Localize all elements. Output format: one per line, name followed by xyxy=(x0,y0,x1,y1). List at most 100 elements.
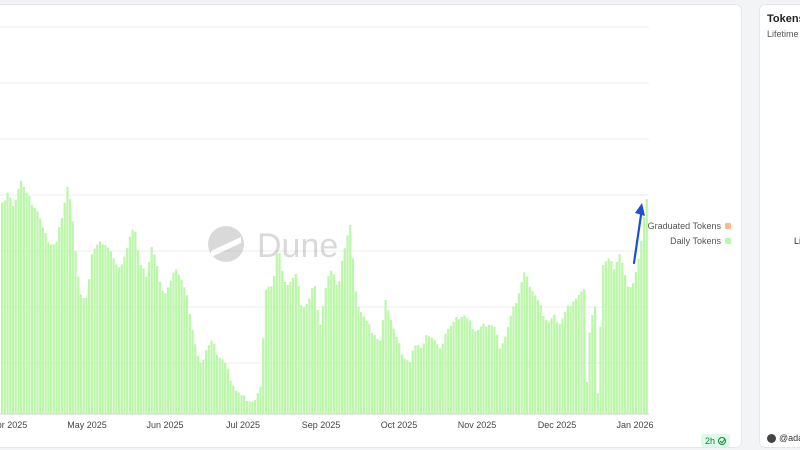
bar xyxy=(191,330,194,414)
bar xyxy=(553,314,556,414)
x-tick-label: May 2025 xyxy=(67,420,107,430)
bar xyxy=(69,199,72,414)
bar xyxy=(308,298,311,414)
bar xyxy=(384,299,387,414)
bar xyxy=(335,284,338,414)
bar xyxy=(588,332,591,414)
x-tick-label: Sep 2025 xyxy=(302,420,341,430)
bar xyxy=(294,274,297,414)
refresh-badge[interactable]: 2h xyxy=(701,434,731,447)
bar xyxy=(327,275,330,414)
bar xyxy=(240,395,243,414)
bar xyxy=(457,319,461,414)
bar xyxy=(468,320,472,414)
bar xyxy=(126,248,129,414)
bar xyxy=(90,254,93,414)
x-tick-label: Nov 2025 xyxy=(458,420,497,430)
bar xyxy=(77,276,80,414)
bar xyxy=(370,332,374,414)
bar xyxy=(487,324,491,414)
bar xyxy=(430,337,433,414)
bar xyxy=(558,323,561,414)
bar xyxy=(82,297,85,414)
bar xyxy=(517,293,520,414)
bar xyxy=(482,323,485,414)
bar xyxy=(379,340,382,414)
bar xyxy=(88,279,91,414)
legend-item-graduated[interactable]: Graduated Tokens xyxy=(648,218,731,233)
bar xyxy=(545,320,548,414)
bar xyxy=(47,242,50,414)
bar xyxy=(640,240,643,414)
bar xyxy=(305,303,308,414)
bar xyxy=(11,205,15,414)
bar xyxy=(373,335,376,414)
bar xyxy=(221,359,224,414)
bar xyxy=(389,320,393,414)
bar xyxy=(153,254,156,414)
refresh-age: 2h xyxy=(705,435,716,446)
bar xyxy=(362,316,365,414)
bar xyxy=(270,286,273,414)
bar xyxy=(490,325,493,414)
bar xyxy=(504,336,507,414)
bar xyxy=(264,289,268,414)
bar xyxy=(365,320,368,414)
bar xyxy=(368,324,371,414)
bar xyxy=(139,265,142,414)
dune-logo-icon-stripe xyxy=(211,237,241,257)
bar xyxy=(41,227,44,414)
bar xyxy=(406,360,409,414)
x-tick-label: Apr 2025 xyxy=(0,420,27,430)
legend-swatch xyxy=(725,222,731,229)
bar xyxy=(395,336,398,414)
bar xyxy=(218,357,221,414)
bar xyxy=(632,283,635,414)
bar xyxy=(400,354,404,414)
bar xyxy=(229,380,232,414)
bar xyxy=(273,276,276,414)
bar xyxy=(188,314,191,414)
bar xyxy=(341,260,344,414)
bar xyxy=(615,261,618,414)
bar xyxy=(346,235,349,414)
annotation-arrow xyxy=(632,213,643,265)
bar xyxy=(433,339,436,414)
bar xyxy=(398,343,401,414)
bar xyxy=(438,348,442,414)
bar xyxy=(177,274,180,414)
side-card: Tokens Lifetime Li @ada xyxy=(759,4,800,448)
bar xyxy=(267,286,270,414)
legend-item-daily[interactable]: Daily Tokens xyxy=(648,233,731,248)
bar xyxy=(528,286,531,414)
bar xyxy=(629,287,632,414)
bar xyxy=(452,321,455,414)
bar xyxy=(338,280,341,414)
bar xyxy=(539,305,542,414)
side-card-title: Tokens xyxy=(767,13,800,25)
bar xyxy=(161,290,164,414)
bar xyxy=(93,248,96,414)
bar xyxy=(96,244,99,414)
bar xyxy=(104,245,107,414)
bar xyxy=(313,286,316,414)
bar xyxy=(637,258,640,414)
bar xyxy=(85,297,88,414)
bar xyxy=(14,199,17,414)
bar xyxy=(49,244,53,414)
bar xyxy=(523,272,526,414)
bar xyxy=(145,276,148,414)
bar xyxy=(591,315,594,414)
bar xyxy=(577,294,580,414)
side-card-subtitle: Lifetime xyxy=(767,29,799,39)
legend: Graduated Tokens Daily Tokens xyxy=(648,218,731,248)
bar xyxy=(316,310,319,414)
avatar xyxy=(767,433,776,443)
bar xyxy=(360,311,363,414)
bar xyxy=(52,244,55,414)
bar xyxy=(642,216,646,414)
bar xyxy=(101,244,104,414)
owner-link[interactable]: @ada xyxy=(767,433,800,443)
bar xyxy=(156,266,159,414)
bar xyxy=(515,303,518,414)
